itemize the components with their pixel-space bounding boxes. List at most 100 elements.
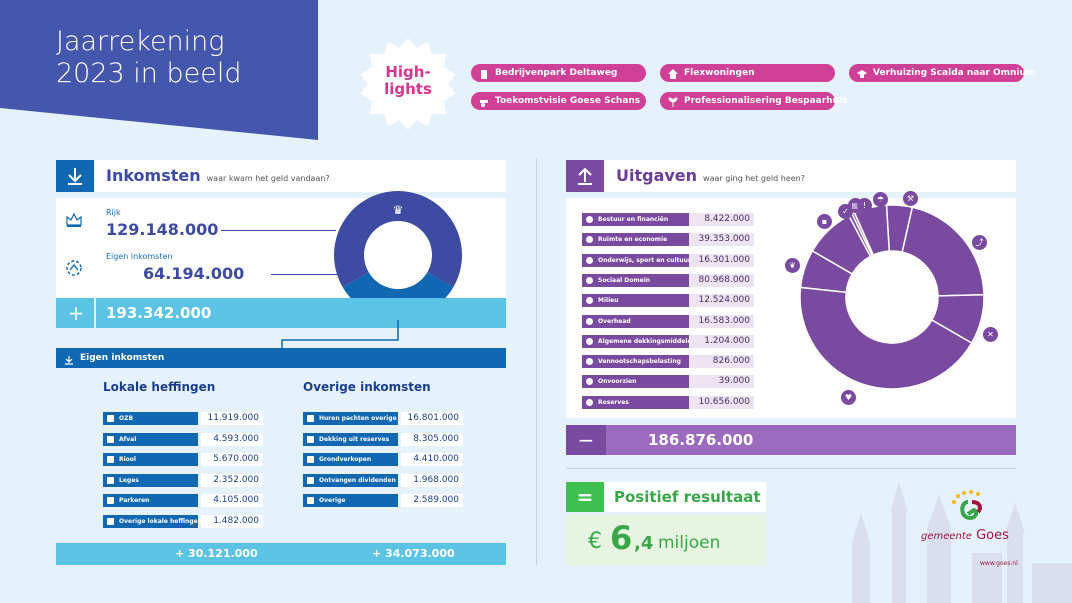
lokale-row-label: Parkeren xyxy=(103,494,198,507)
highlight-pill-3[interactable]: Verhuizing Scalda naar Omnium xyxy=(849,64,1035,82)
website-url[interactable]: www.goes.nl xyxy=(980,560,1018,567)
warning-icon: ! xyxy=(857,198,872,213)
logo-goes: Goes xyxy=(976,528,1009,543)
title-line-2: 2023 in beeld xyxy=(56,58,242,89)
resultaat-amount-main: 6 xyxy=(610,519,633,557)
uitgaven-row-label: Algemene dekkingsmiddelen xyxy=(582,334,696,348)
lokale-row-label-text: OZB xyxy=(119,415,134,422)
row-icon xyxy=(586,378,593,386)
uitgaven-row-label-text: Overhead xyxy=(598,317,631,325)
overige-row-label-text: Huren pachten overige xyxy=(319,415,397,422)
uitgaven-row-value: 12.524.000 xyxy=(689,294,754,308)
uitgaven-row-value: 39.000 xyxy=(689,375,754,389)
tools-icon: ✕ xyxy=(983,327,998,342)
download-small-icon xyxy=(64,353,74,373)
chart-icon: ⤴ xyxy=(972,235,987,250)
eigen-inkomsten-header-text: Eigen inkomsten xyxy=(80,353,165,363)
row-icon xyxy=(107,415,114,422)
lokale-row-value: 4.105.000 xyxy=(201,494,263,507)
row-icon xyxy=(107,497,114,504)
rijk-value: 129.148.000 xyxy=(106,220,219,239)
uitgaven-row-label-text: Reserves xyxy=(598,398,629,406)
uitgaven-row-label: Reserves xyxy=(582,395,689,409)
uitgaven-row-label: Sociaal Domein xyxy=(582,273,689,287)
lokale-row-value: 4.593.000 xyxy=(201,432,263,446)
lokale-row-label-text: Afval xyxy=(119,435,137,443)
badge-line-1: High- xyxy=(385,63,431,81)
row-icon xyxy=(586,317,593,325)
eigen-totals-bar xyxy=(56,543,506,565)
euro-sign: € xyxy=(588,529,602,554)
highlight-label-4: Toekomstvisie Goese Schans xyxy=(495,96,641,106)
lokale-heffingen-title: Lokale heffingen xyxy=(103,380,216,394)
eigen-connector-line xyxy=(281,320,399,348)
city-skyline-decoration xyxy=(852,481,1072,603)
highlight-pill-4[interactable]: Toekomstvisie Goese Schans xyxy=(471,92,646,110)
logo-gemeente: gemeente xyxy=(921,531,972,542)
lokale-row-label: OZB xyxy=(103,412,198,425)
donut-segment-rijk xyxy=(334,191,462,288)
highlight-pill-1[interactable]: Bedrijvenpark Deltaweg xyxy=(471,64,646,82)
uitgaven-row-value: 1.204.000 xyxy=(689,334,754,348)
lokale-row-label-text: Overige lokale heffingen xyxy=(119,517,202,525)
uitgaven-row-label-text: Milieu xyxy=(598,297,619,305)
overige-row-label-text: Dekking uit reserves xyxy=(319,435,390,443)
title-banner: Jaarrekening 2023 in beeld xyxy=(0,0,318,140)
uitgaven-row-label-text: Onvoorzien xyxy=(598,378,637,386)
lokale-row-label: Leges xyxy=(103,473,198,487)
inkomsten-title: Inkomsten waar kwam het geld vandaan? xyxy=(106,166,330,189)
inkomsten-header: Inkomsten waar kwam het geld vandaan? xyxy=(56,160,506,192)
row-icon xyxy=(307,476,314,484)
uitgaven-title-text: Uitgaven xyxy=(616,166,698,185)
uitgaven-row-value: 16.301.000 xyxy=(689,253,754,267)
row-icon xyxy=(107,435,114,443)
uitgaven-row-value: 80.968.000 xyxy=(689,273,754,287)
upload-arrow-icon xyxy=(566,160,604,192)
briefcase-icon: ▪ xyxy=(817,214,832,229)
rijk-connector xyxy=(221,230,336,231)
eigen-value: 64.194.000 xyxy=(143,264,245,283)
row-icon xyxy=(307,435,314,443)
row-icon xyxy=(586,276,593,284)
highlight-pill-5[interactable]: Professionalisering Bespaarhuis xyxy=(660,92,847,110)
overige-row-label: Grondverkopen xyxy=(303,453,398,466)
pie-slice xyxy=(799,286,973,390)
uitgaven-row-value: 826.000 xyxy=(689,355,754,369)
gemeente-goes-logo-icon xyxy=(952,490,982,521)
lokale-row-value: 1.482.000 xyxy=(201,514,263,528)
lokale-row-label: Riool xyxy=(103,453,198,466)
uitgaven-row-label-text: Ruimte en economie xyxy=(598,236,668,244)
eigen-label: Eigen inkomsten xyxy=(106,252,173,261)
row-icon xyxy=(307,497,314,504)
row-icon xyxy=(107,456,114,463)
highlight-label-1: Bedrijvenpark Deltaweg xyxy=(495,68,618,78)
resultaat-title: Positief resultaat xyxy=(614,488,761,506)
overige-row-label: Dekking uit reserves xyxy=(303,432,398,446)
uitgaven-row-label-text: Bestuur en financiën xyxy=(598,216,669,223)
uitgaven-total-bar: − 186.876.000 xyxy=(566,425,1016,455)
overige-row-label-text: Grondverkopen xyxy=(319,456,372,463)
row-icon xyxy=(586,297,593,305)
highlight-label-3: Verhuizing Scalda naar Omnium xyxy=(873,68,1036,78)
uitgaven-row-value: 10.656.000 xyxy=(689,395,754,409)
inkomsten-title-text: Inkomsten xyxy=(106,166,201,185)
lokale-row-value: 11.919.000 xyxy=(201,412,263,425)
building-icon xyxy=(479,68,489,79)
uitgaven-row-label-text: Vennootschapsbelasting xyxy=(598,358,681,366)
overige-row-label-text: Ontvangen dividenden xyxy=(319,476,396,484)
resultaat-unit: miljoen xyxy=(658,533,721,553)
highlight-pill-2[interactable]: Flexwoningen xyxy=(660,64,835,82)
uitgaven-header: Uitgaven waar ging het geld heen? xyxy=(566,160,1016,192)
row-icon xyxy=(586,256,593,264)
row-icon xyxy=(586,398,593,406)
row-icon xyxy=(586,236,593,244)
inkomsten-total-bar: + 193.342.000 xyxy=(56,298,506,328)
lokale-row-label-text: Parkeren xyxy=(119,497,150,504)
uitgaven-row-label-text: Algemene dekkingsmiddelen xyxy=(598,337,696,345)
overige-row-label: Overige xyxy=(303,494,398,507)
uitgaven-row-value: 16.583.000 xyxy=(689,314,754,328)
cannon-icon xyxy=(479,96,489,107)
resultaat-panel: € 6 ,4 miljoen xyxy=(566,515,766,565)
row-icon xyxy=(107,517,114,525)
resultaat-amount-decimal: ,4 xyxy=(634,533,654,554)
